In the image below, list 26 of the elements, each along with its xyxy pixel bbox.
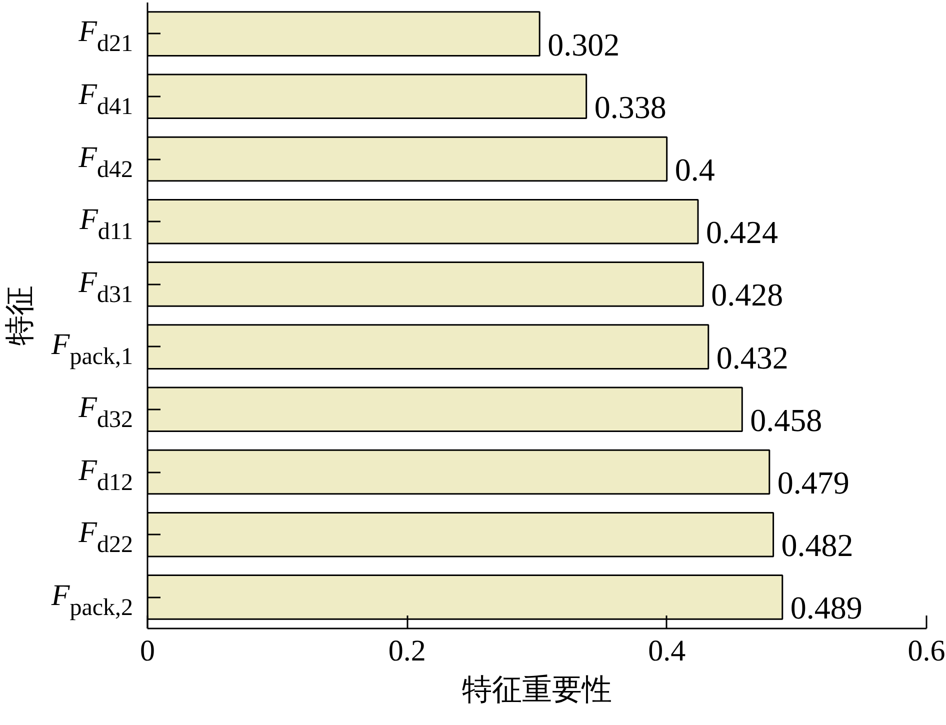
x-tick-label: 0.6 (908, 634, 946, 668)
data-label: 0.424 (706, 214, 778, 250)
data-label: 0.479 (777, 464, 850, 500)
data-label: 0.4 (674, 152, 715, 188)
data-label: 0.428 (711, 276, 784, 313)
y-tick-label: F$_{d31}$ (78, 266, 133, 308)
x-tick-label: 0 (140, 634, 155, 668)
y-axis-title: 特征 (4, 286, 36, 346)
y-tick-label: F$_{d22}$ (78, 516, 133, 558)
y-tick-label: F$_{d41}$ (78, 78, 133, 120)
x-tick-label: 0.4 (648, 634, 686, 668)
data-label: 0.489 (790, 590, 862, 626)
y-tick-label: F$_{d32}$ (78, 390, 133, 433)
y-tick-label: F$_{d12}$ (78, 454, 133, 496)
data-label: 0.302 (548, 26, 620, 62)
data-label: 0.432 (716, 339, 788, 376)
y-tick-label: F$_{d21}$ (78, 15, 133, 58)
y-tick-label: F$_{d42}$ (78, 140, 133, 182)
y-tick-label: F$_{pack,1}$ (51, 328, 133, 370)
data-label: 0.338 (594, 88, 666, 125)
data-label: 0.482 (781, 527, 854, 564)
y-tick-label: F$_{d11}$ (80, 203, 133, 246)
x-tick-label: 0.2 (388, 634, 426, 668)
x-axis-title: 特征重要性 (462, 674, 612, 706)
data-label: 0.458 (750, 402, 822, 438)
y-tick-label: F$_{pack,2}$ (51, 578, 133, 621)
